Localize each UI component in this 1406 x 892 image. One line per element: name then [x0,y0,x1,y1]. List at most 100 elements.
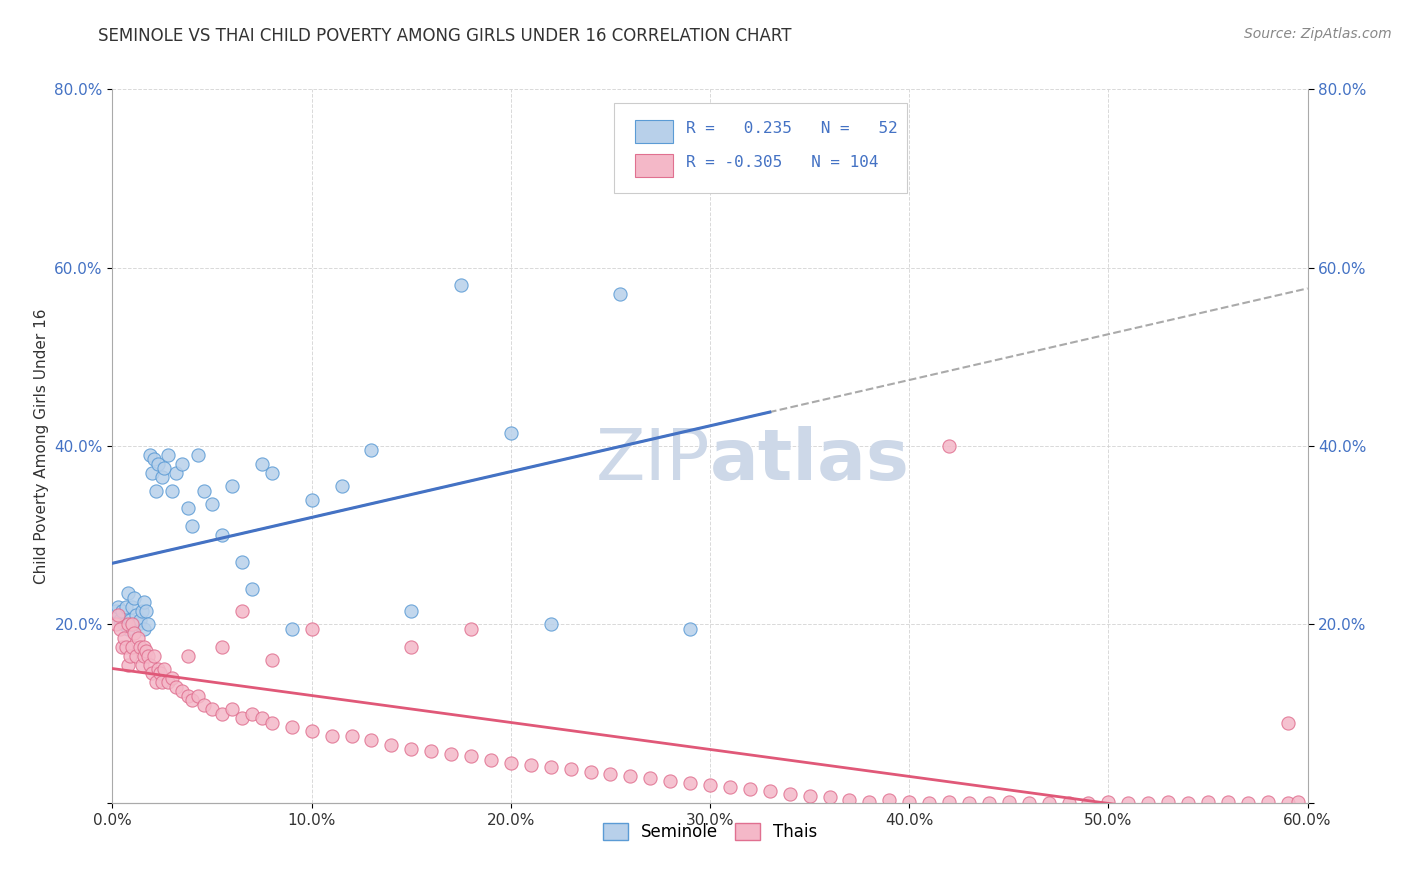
Point [977,796,1000,810]
Point [240,706,263,721]
Point [120,648,142,663]
Point [718,780,741,794]
Point [124,626,146,640]
Point [131,604,153,618]
Point [211,706,233,721]
Point [380,738,402,752]
Point [129,613,152,627]
Point [540,617,562,632]
Point [177,648,200,663]
Point [330,479,353,493]
Point [121,599,143,614]
Point [150,675,173,690]
Point [211,640,233,654]
Point [838,793,860,807]
Point [134,622,156,636]
Point [1177,796,1199,810]
Point [121,617,143,632]
Point [998,795,1021,809]
Point [111,604,134,618]
Point [250,457,273,471]
Point [231,711,253,725]
Point [177,689,200,703]
Point [117,617,139,632]
Point [1237,796,1260,810]
Point [1277,715,1299,730]
Point [150,470,173,484]
Point [187,689,209,703]
Legend: Seminole, Thais: Seminole, Thais [596,816,824,848]
Point [181,519,204,533]
Point [124,591,146,605]
Point [1118,796,1140,810]
Point [938,795,960,809]
Point [1197,795,1219,809]
Point [138,648,160,663]
Point [127,617,149,632]
Point [201,702,224,716]
Point [211,528,233,542]
Point [153,461,176,475]
Point [120,613,142,627]
Point [172,457,194,471]
Point [111,640,134,654]
Point [107,599,129,614]
Point [499,425,522,440]
Point [143,452,166,467]
Point [134,595,156,609]
Point [609,287,631,301]
Point [157,448,180,462]
Point [117,586,139,600]
Point [520,758,543,772]
Point [759,784,782,798]
Point [141,466,163,480]
Point [260,715,283,730]
Point [165,680,187,694]
Point [858,795,880,809]
Point [121,617,143,632]
Point [105,617,128,632]
Point [250,711,273,725]
Point [599,767,621,781]
Point [1216,795,1239,809]
Point [107,608,129,623]
Point [619,769,641,783]
Point [401,604,423,618]
Point [420,744,443,758]
Point [301,622,323,636]
Text: atlas: atlas [710,425,910,495]
Point [957,796,980,810]
Point [148,662,170,676]
Point [640,771,662,785]
Text: ZIP: ZIP [596,425,710,495]
Point [281,720,304,734]
Text: Source: ZipAtlas.com: Source: ZipAtlas.com [1244,27,1392,41]
Point [579,764,602,779]
Point [401,640,423,654]
Point [1038,796,1060,810]
Bar [634,154,673,177]
Point [127,631,149,645]
Point [117,657,139,672]
Point [187,448,209,462]
Point [1257,795,1279,809]
Point [560,762,582,776]
Point [139,657,162,672]
Point [918,796,941,810]
FancyBboxPatch shape [614,103,907,193]
Point [898,795,921,809]
Point [145,483,167,498]
Point [114,617,135,632]
Point [818,790,841,805]
Point [201,497,224,511]
Point [145,675,167,690]
Point [105,604,128,618]
Point [141,666,163,681]
Point [679,622,702,636]
Point [1018,796,1040,810]
Point [193,483,215,498]
Point [181,693,204,707]
Point [135,644,157,658]
Point [134,648,156,663]
Point [131,657,153,672]
